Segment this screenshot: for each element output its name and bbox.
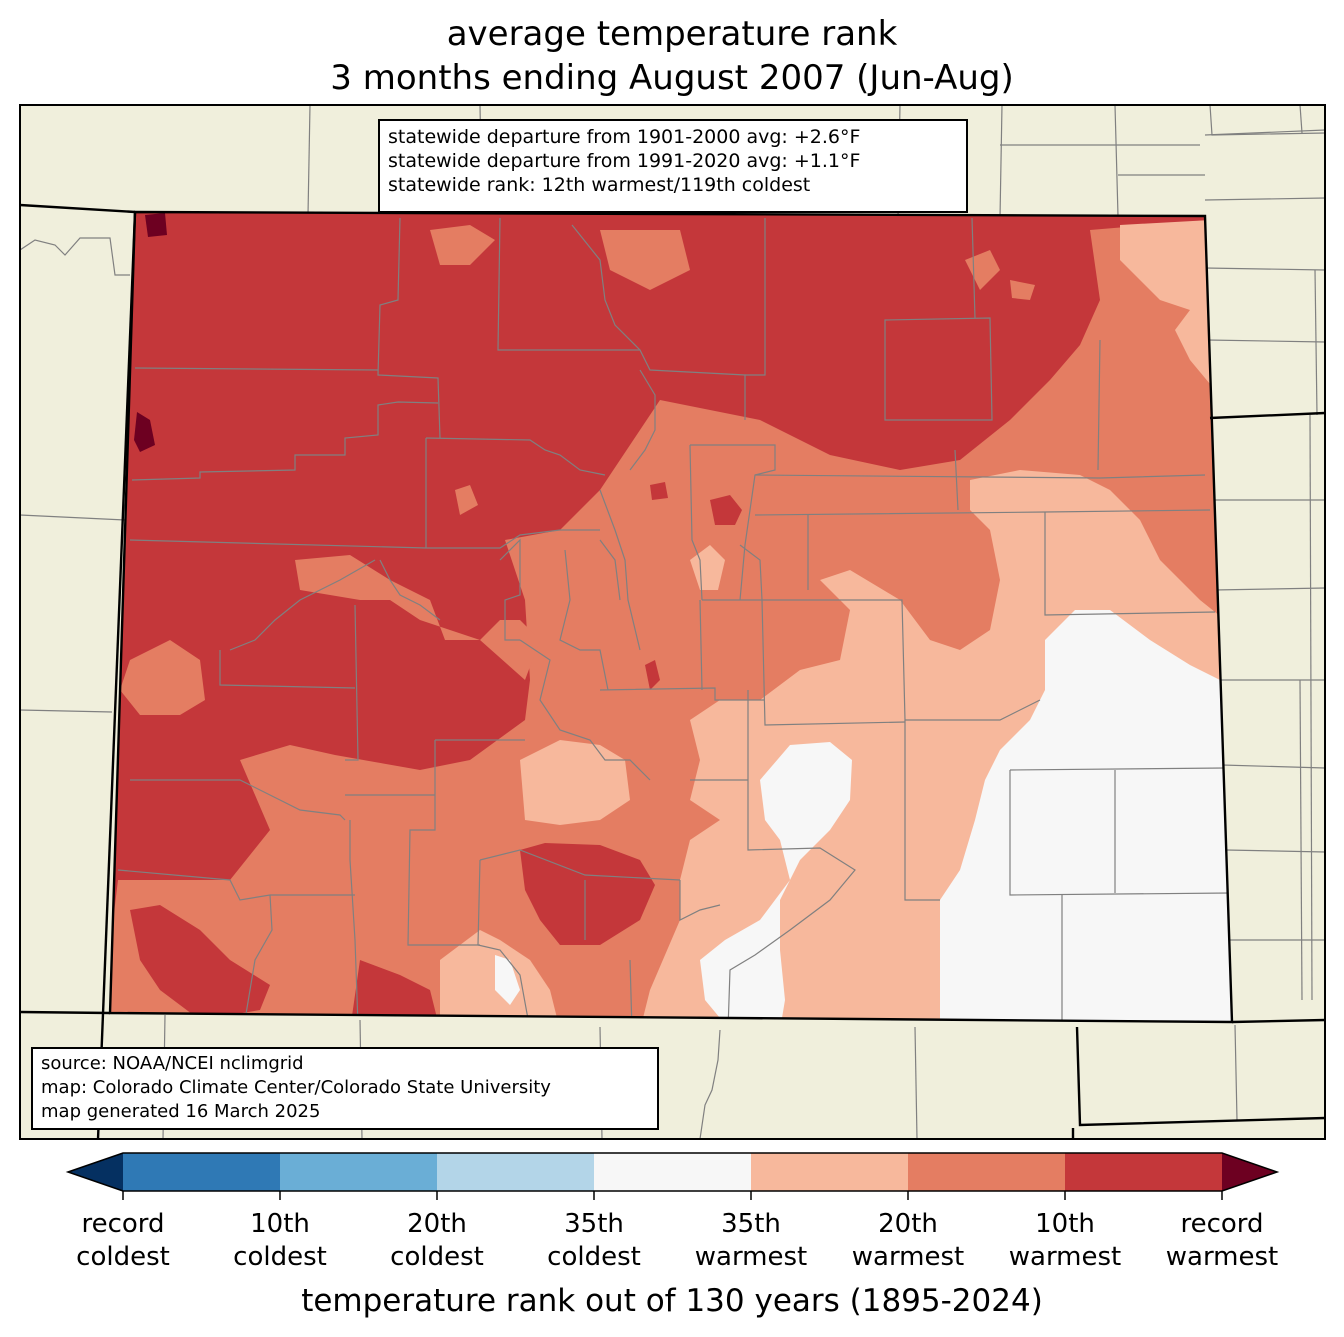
source-text: source: NOAA/NCEI nclimgrid: [41, 1053, 304, 1074]
map-credit-text: map: Colorado Climate Center/Colorado St…: [41, 1077, 551, 1098]
colorbar-normal: [594, 1153, 751, 1191]
colorbar-record-coldest: [68, 1153, 123, 1191]
rank-record-warmest-region: [145, 213, 167, 237]
nebraska-kansas-border: [1209, 411, 1325, 420]
tick-label-tenth-warmest: 10th warmest: [1008, 1209, 1122, 1272]
stats-statewide-rank: statewide rank: 12th warmest/119th colde…: [388, 174, 811, 196]
colorbar-axis-label: temperature rank out of 130 years (1895-…: [301, 1283, 1043, 1319]
statewide-stats-box: statewide departure from 1901-2000 avg: …: [378, 119, 968, 213]
tick-label-record-warmest: record warmest: [1165, 1209, 1279, 1272]
colorbar-tenth-coldest: [123, 1153, 280, 1191]
tick-label-record-coldest: record coldest: [76, 1209, 170, 1272]
tick-label-thirtyfifth-coldest: 35th coldest: [547, 1209, 641, 1272]
colorbar-tenth-warmest: [1065, 1153, 1222, 1191]
source-box: source: NOAA/NCEI nclimgrid map: Colorad…: [31, 1047, 659, 1130]
new-mexico-oklahoma-border: [1075, 1026, 1325, 1127]
colorbar: [65, 1152, 1280, 1200]
map-frame: [19, 104, 1326, 1140]
tick-label-tenth-coldest: 10th coldest: [233, 1209, 327, 1272]
colorbar-record-warmest: [1222, 1153, 1277, 1191]
stats-departure-1901-2000: statewide departure from 1901-2000 avg: …: [388, 126, 861, 148]
colorbar-ticks: [122, 1191, 1223, 1200]
state-boundaries: [20, 203, 1325, 1139]
map-generated-text: map generated 16 March 2025: [41, 1101, 321, 1122]
map-title-line1: average temperature rank: [446, 14, 898, 54]
colorbar-thirtyfifth-warmest: [751, 1153, 908, 1191]
tick-label-twentieth-coldest: 20th coldest: [390, 1209, 484, 1272]
wyoming-utah-border: [20, 203, 136, 214]
tick-label-thirtyfifth-warmest: 35th warmest: [694, 1209, 808, 1272]
colorado-county-lines: [117, 217, 1231, 1022]
stats-departure-1991-2020: statewide departure from 1991-2020 avg: …: [388, 150, 861, 172]
tick-label-twentieth-warmest: 20th warmest: [851, 1209, 965, 1272]
map-title-line2: 3 months ending August 2007 (Jun-Aug): [330, 58, 1014, 98]
colorbar-twentieth-warmest: [908, 1153, 1065, 1191]
rank-normal-region: [940, 610, 1232, 1022]
colorbar-thirtyfifth-coldest: [437, 1153, 594, 1191]
rank-thirtyfifth-warmest-region: [1120, 220, 1215, 390]
colorbar-twentieth-coldest: [280, 1153, 437, 1191]
